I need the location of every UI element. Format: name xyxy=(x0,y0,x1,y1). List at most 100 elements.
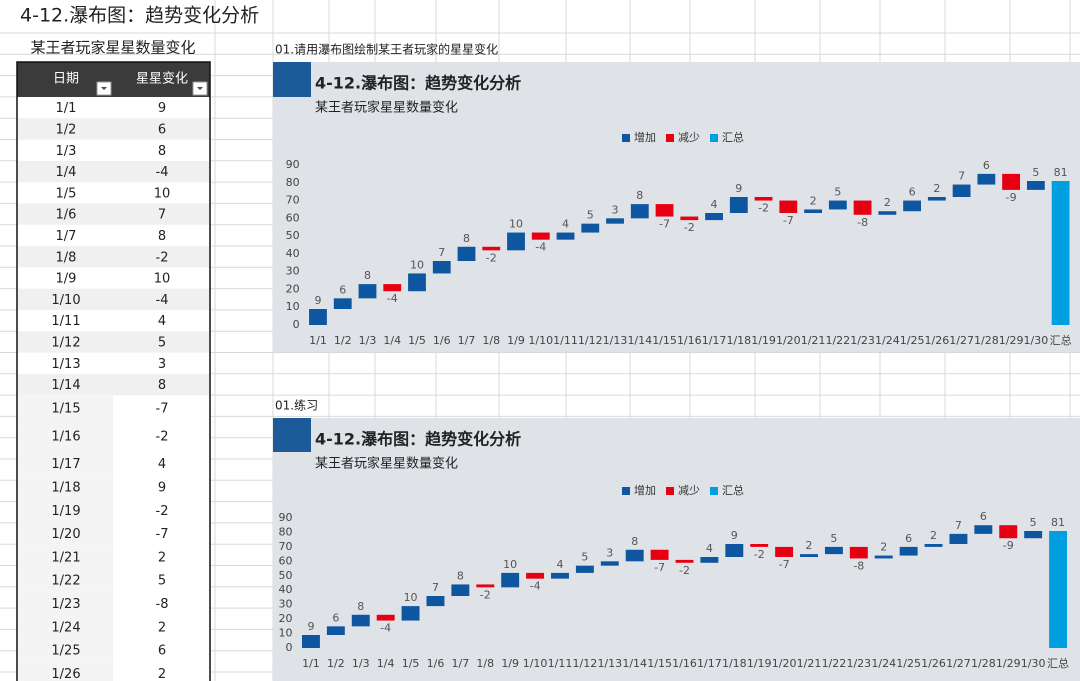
x-tick-label: 汇总 xyxy=(1047,656,1069,670)
bar xyxy=(974,525,993,534)
data-label: 81 xyxy=(1054,166,1068,179)
y-tick-label: 30 xyxy=(286,265,300,278)
y-tick-label: 0 xyxy=(286,641,293,654)
data-label: 2 xyxy=(810,194,817,207)
cell-text: 1/22 xyxy=(51,574,80,589)
x-tick-label: 1/4 xyxy=(383,334,401,347)
y-tick-label: 40 xyxy=(279,583,293,596)
title-marker xyxy=(273,418,311,452)
cell-text: 1/20 xyxy=(51,527,80,542)
x-tick-label: 1/23 xyxy=(850,334,875,347)
filter-arrow xyxy=(197,87,203,90)
bar xyxy=(426,596,445,607)
y-tick-label: 70 xyxy=(286,194,300,207)
cell-text: 1/15 xyxy=(51,401,80,416)
cell-text: 1/4 xyxy=(56,165,77,180)
data-label: 7 xyxy=(958,170,965,183)
cell-text: -4 xyxy=(156,293,169,308)
bar xyxy=(432,261,451,274)
cell-text: 1/5 xyxy=(56,186,77,201)
bar xyxy=(600,561,619,566)
x-tick-label: 1/4 xyxy=(377,657,395,670)
x-tick-label: 1/14 xyxy=(622,657,647,670)
cell-text: 10 xyxy=(154,186,171,201)
x-tick-label: 1/27 xyxy=(949,334,974,347)
cell-text: 2 xyxy=(158,620,166,635)
data-label: -4 xyxy=(535,241,546,254)
cell-text: 9 xyxy=(158,101,166,116)
bar xyxy=(700,557,719,563)
chart-area xyxy=(273,418,1080,681)
bar xyxy=(779,200,798,213)
y-tick-label: 70 xyxy=(279,540,293,553)
row-band xyxy=(18,615,113,639)
row-band xyxy=(18,246,209,268)
x-tick-label: 1/20 xyxy=(772,657,797,670)
data-label: -4 xyxy=(530,580,541,593)
bar xyxy=(655,204,674,217)
row-band xyxy=(18,545,113,569)
data-label: 6 xyxy=(332,611,339,624)
bar xyxy=(551,572,569,579)
legend-swatch xyxy=(622,134,630,142)
bar xyxy=(301,635,320,648)
x-tick-label: 1/9 xyxy=(501,657,519,670)
y-tick-label: 90 xyxy=(286,158,300,171)
row-band xyxy=(18,420,113,452)
bar xyxy=(457,246,476,261)
x-tick-label: 1/25 xyxy=(896,657,921,670)
cell-text: 9 xyxy=(158,480,166,495)
data-label: 2 xyxy=(933,182,940,195)
data-label: -2 xyxy=(758,202,769,215)
cell-text: 8 xyxy=(158,229,166,244)
cell-text: 1/26 xyxy=(51,667,80,681)
data-label: -4 xyxy=(380,622,391,635)
legend-label: 汇总 xyxy=(722,483,744,497)
x-tick-label: 1/10 xyxy=(523,657,548,670)
x-tick-label: 1/28 xyxy=(974,334,999,347)
x-tick-label: 1/18 xyxy=(726,334,751,347)
row-band xyxy=(18,373,209,396)
row-band xyxy=(18,521,113,546)
bar xyxy=(482,246,501,251)
legend-swatch xyxy=(710,487,718,495)
x-tick-label: 1/27 xyxy=(946,657,971,670)
data-label: 10 xyxy=(410,258,424,271)
x-tick-label: 1/17 xyxy=(702,334,727,347)
data-label: 10 xyxy=(404,591,418,604)
x-tick-label: 1/21 xyxy=(797,657,822,670)
data-label: -2 xyxy=(486,251,497,264)
y-tick-label: 80 xyxy=(279,525,293,538)
x-tick-label: 1/24 xyxy=(875,334,900,347)
bar xyxy=(476,584,495,588)
y-tick-label: 20 xyxy=(286,282,300,295)
bar xyxy=(556,232,575,240)
bar xyxy=(849,546,868,559)
x-tick-label: 1/14 xyxy=(627,334,652,347)
legend-swatch xyxy=(622,487,630,495)
row-band xyxy=(18,498,113,522)
bar xyxy=(800,554,818,557)
data-label: 5 xyxy=(830,532,837,545)
cell-text: 1/21 xyxy=(51,550,80,565)
bar xyxy=(383,284,402,292)
cell-text: 1/23 xyxy=(51,597,80,612)
bar xyxy=(401,606,420,621)
data-label: 8 xyxy=(457,569,464,582)
data-label: 8 xyxy=(463,232,470,245)
bar xyxy=(977,173,996,185)
data-label: 5 xyxy=(1032,166,1039,179)
x-tick-label: 1/7 xyxy=(458,334,476,347)
cell-text: 1/2 xyxy=(56,122,77,137)
row-band xyxy=(18,452,113,476)
data-label: -9 xyxy=(1006,191,1017,204)
x-tick-label: 1/17 xyxy=(697,657,722,670)
x-tick-label: 汇总 xyxy=(1050,333,1072,347)
y-tick-label: 10 xyxy=(279,627,293,640)
cell-text: 2 xyxy=(158,550,166,565)
filter-arrow xyxy=(101,87,107,90)
row-band xyxy=(18,118,209,140)
x-tick-label: 1/26 xyxy=(921,657,946,670)
